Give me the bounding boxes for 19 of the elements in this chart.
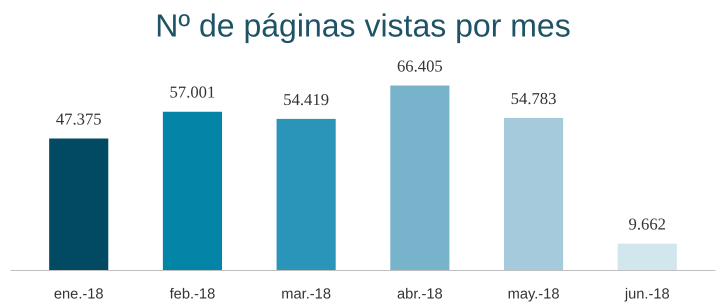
data-label: 54.419 [283, 90, 330, 109]
data-label: 47.375 [56, 110, 102, 129]
x-tick-label: jun.-18 [624, 286, 670, 302]
bar [162, 112, 222, 270]
bar [504, 118, 564, 270]
bar [49, 138, 108, 270]
chart-title: Nº de páginas vistas por mes [155, 8, 571, 44]
x-tick-label: feb.-18 [170, 286, 216, 302]
data-label: 57.001 [170, 82, 216, 102]
data-label: 66.405 [396, 56, 443, 76]
bar [618, 244, 677, 270]
x-tick-label: abr.-18 [397, 286, 443, 302]
x-tick-label: ene.-18 [54, 286, 104, 302]
bar [390, 86, 450, 270]
x-tick-label: mar.-18 [281, 286, 331, 302]
bar [276, 118, 336, 270]
x-tick-label: may.-18 [508, 286, 560, 302]
data-label: 9.662 [628, 214, 666, 234]
data-label: 54.783 [510, 88, 556, 108]
